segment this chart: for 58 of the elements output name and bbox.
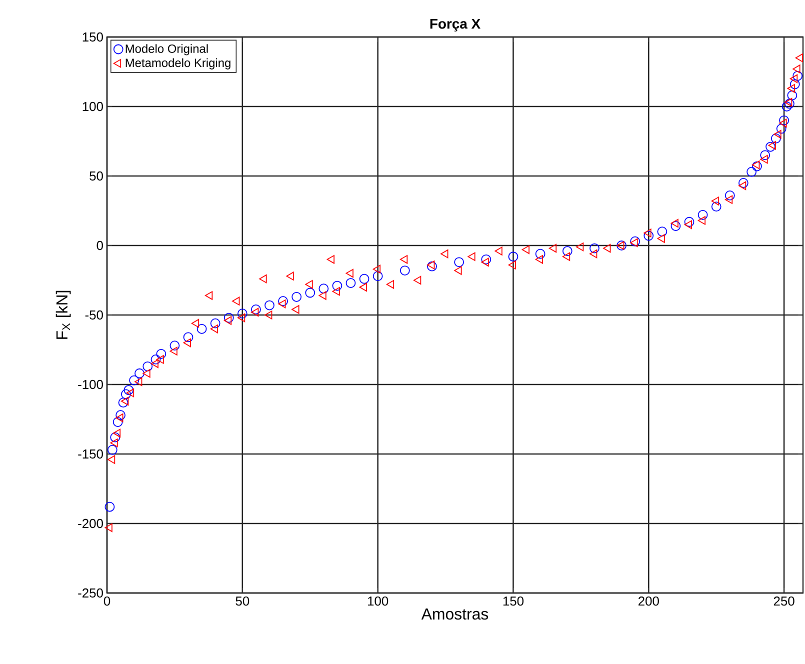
point xyxy=(264,300,274,310)
point xyxy=(657,226,668,237)
point xyxy=(508,252,518,262)
y-tick-label: 50 xyxy=(90,171,103,181)
point xyxy=(104,502,115,512)
point xyxy=(616,240,627,250)
legend-label: Modelo Original xyxy=(126,44,208,56)
y-tick-label: 150 xyxy=(82,32,103,42)
y-tick-label: 100 xyxy=(82,102,103,112)
point xyxy=(142,361,153,372)
chart-title: Força X xyxy=(430,19,480,32)
point xyxy=(134,368,144,378)
point xyxy=(305,288,316,298)
y-tick-label: -200 xyxy=(78,518,103,528)
point xyxy=(196,324,207,334)
point xyxy=(107,444,118,455)
point xyxy=(787,90,798,100)
x-axis-title: Amostras xyxy=(421,608,488,620)
point xyxy=(116,410,126,420)
point xyxy=(684,216,694,227)
point xyxy=(318,284,329,294)
point xyxy=(359,274,370,284)
point xyxy=(670,221,681,231)
point xyxy=(779,115,789,126)
point xyxy=(278,296,288,306)
point xyxy=(118,398,128,408)
point xyxy=(766,142,776,152)
y-tick-label: -250 xyxy=(78,588,103,598)
x-tick-label: 200 xyxy=(638,596,659,606)
point xyxy=(372,271,383,282)
x-tick-label: 100 xyxy=(368,596,388,606)
point xyxy=(630,236,640,246)
point xyxy=(746,166,757,177)
legend-label: Metamodelo Kriging xyxy=(126,58,230,70)
x-tick-label: 50 xyxy=(236,596,250,606)
y-tick-label: 0 xyxy=(96,240,103,250)
point xyxy=(224,312,234,323)
point xyxy=(292,292,302,302)
point xyxy=(481,254,492,264)
point xyxy=(112,417,123,427)
y-tick-label: -50 xyxy=(85,310,103,320)
point xyxy=(454,257,464,268)
point xyxy=(738,178,748,188)
x-tick-label: 0 xyxy=(104,596,110,606)
point xyxy=(251,304,261,314)
x-tick-label: 150 xyxy=(503,596,524,606)
point xyxy=(346,278,356,288)
point xyxy=(121,389,131,400)
y-tick-label: -150 xyxy=(78,449,103,459)
point xyxy=(644,230,654,241)
x-tick-label: 250 xyxy=(774,596,794,606)
point xyxy=(724,190,735,200)
point xyxy=(124,385,134,396)
point xyxy=(782,102,792,112)
y-tick-label: -100 xyxy=(78,380,103,390)
point xyxy=(776,124,786,134)
point xyxy=(400,266,410,276)
y-axis-title: F$_{X}$ [kN] xyxy=(56,290,71,339)
